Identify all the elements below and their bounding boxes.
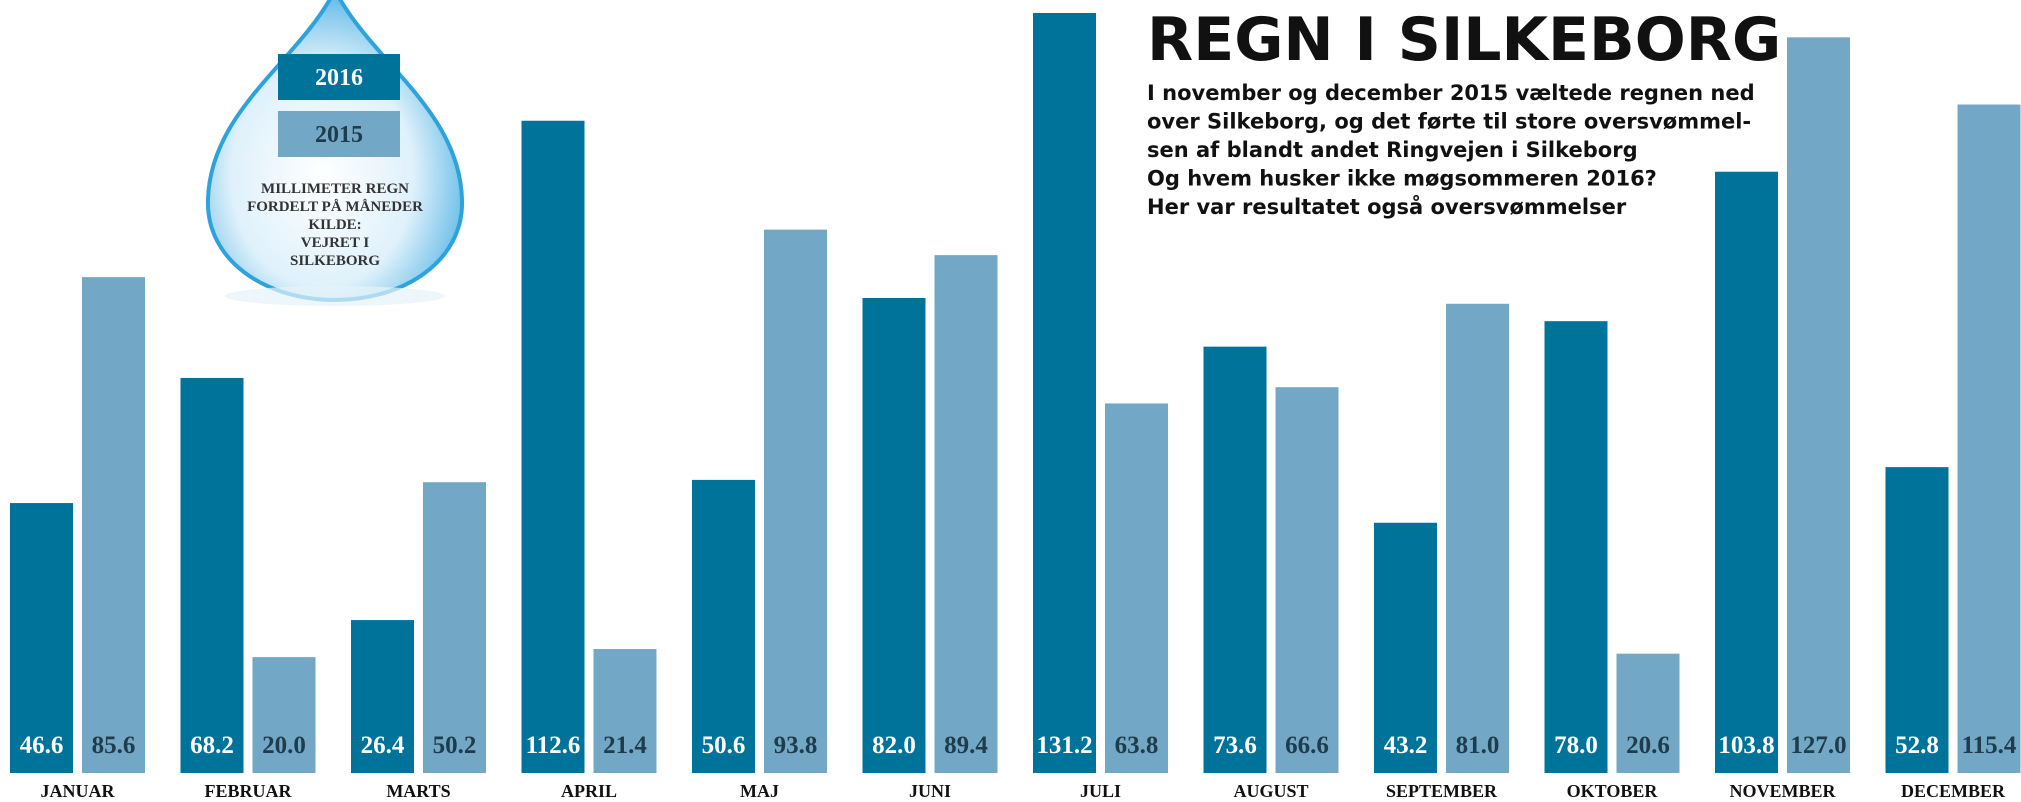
value-label: 43.2 — [1384, 732, 1428, 759]
value-label: 50.2 — [433, 732, 477, 759]
x-tick-label: MAJ — [740, 781, 779, 801]
note-line: SILKEBORG — [290, 253, 380, 269]
subtitle-line: Og hvem husker ikke møgsommeren 2016? — [1147, 167, 1657, 191]
subtitle-line: I november og december 2015 væltede regn… — [1147, 81, 1755, 105]
bar — [692, 480, 755, 773]
x-tick-label: FEBRUAR — [204, 781, 292, 801]
drop-shadow — [225, 286, 445, 306]
value-label: 115.4 — [1962, 732, 2017, 759]
subtitle-line: Her var resultatet også oversvømmelser — [1147, 194, 1627, 219]
subtitle-line: over Silkeborg, og det førte til store o… — [1147, 110, 1751, 134]
value-label: 66.6 — [1285, 732, 1329, 759]
value-label: 20.6 — [1626, 732, 1670, 759]
bar — [82, 277, 145, 773]
value-label: 81.0 — [1456, 732, 1500, 759]
chart: 46.6 85.6 JANUAR 68.2 20.0 FEBRUAR 26.4 50.2 MAR… — [0, 0, 2021, 802]
value-label: 46.6 — [20, 732, 64, 759]
value-label: 85.6 — [92, 732, 136, 759]
note-line: VEJRET I — [301, 235, 370, 251]
bar — [1715, 172, 1778, 773]
value-label: 131.2 — [1036, 732, 1092, 759]
value-label: 21.4 — [603, 732, 647, 759]
subtitle: I november og december 2015 væltede regn… — [1147, 81, 1755, 219]
bar — [1276, 387, 1339, 773]
bar — [1033, 13, 1096, 773]
legend-label: 2016 — [315, 65, 363, 91]
x-tick-label: MARTS — [386, 781, 450, 801]
note-line: KILDE: — [308, 217, 361, 233]
bar — [181, 378, 244, 773]
bar — [1105, 403, 1168, 773]
x-tick-label: NOVEMBER — [1729, 781, 1836, 801]
bar — [1545, 321, 1608, 773]
x-tick-label: DECEMBER — [1901, 781, 2006, 801]
note-line: MILLIMETER REGN — [261, 181, 409, 197]
bar — [423, 482, 486, 773]
x-tick-label: JULI — [1080, 781, 1121, 801]
legend-label: 2015 — [315, 122, 363, 148]
value-label: 26.4 — [361, 732, 405, 759]
bar — [863, 298, 926, 773]
value-label: 20.0 — [262, 732, 306, 759]
bar — [1958, 105, 2021, 773]
value-label: 78.0 — [1554, 732, 1598, 759]
chart-title: REGN I SILKEBORG — [1147, 5, 1781, 75]
x-tick-label: JANUAR — [41, 781, 116, 801]
bar — [522, 121, 585, 773]
subtitle-line: sen af blandt andet Ringvejen i Silkebor… — [1147, 138, 1638, 162]
bar — [764, 230, 827, 773]
value-label: 73.6 — [1213, 732, 1257, 759]
value-label: 52.8 — [1895, 732, 1939, 759]
x-tick-label: APRIL — [561, 781, 617, 801]
value-label: 50.6 — [702, 732, 746, 759]
value-label: 68.2 — [190, 732, 234, 759]
value-label: 127.0 — [1790, 732, 1846, 759]
value-label: 103.8 — [1718, 732, 1774, 759]
x-tick-label: SEPTEMBER — [1386, 781, 1498, 801]
bar — [935, 255, 998, 773]
value-label: 82.0 — [872, 732, 916, 759]
bar — [1204, 347, 1267, 773]
x-tick-label: JUNI — [909, 781, 951, 801]
note-line: FORDELT PÅ MÅNEDER — [247, 199, 423, 215]
value-label: 112.6 — [526, 732, 581, 759]
bar — [1787, 37, 1850, 773]
x-tick-label: AUGUST — [1233, 781, 1308, 801]
value-label: 89.4 — [944, 732, 988, 759]
bar — [1886, 467, 1949, 773]
bar — [1446, 304, 1509, 773]
x-tick-label: OKTOBER — [1567, 781, 1659, 801]
value-label: 93.8 — [774, 732, 818, 759]
value-label: 63.8 — [1115, 732, 1159, 759]
